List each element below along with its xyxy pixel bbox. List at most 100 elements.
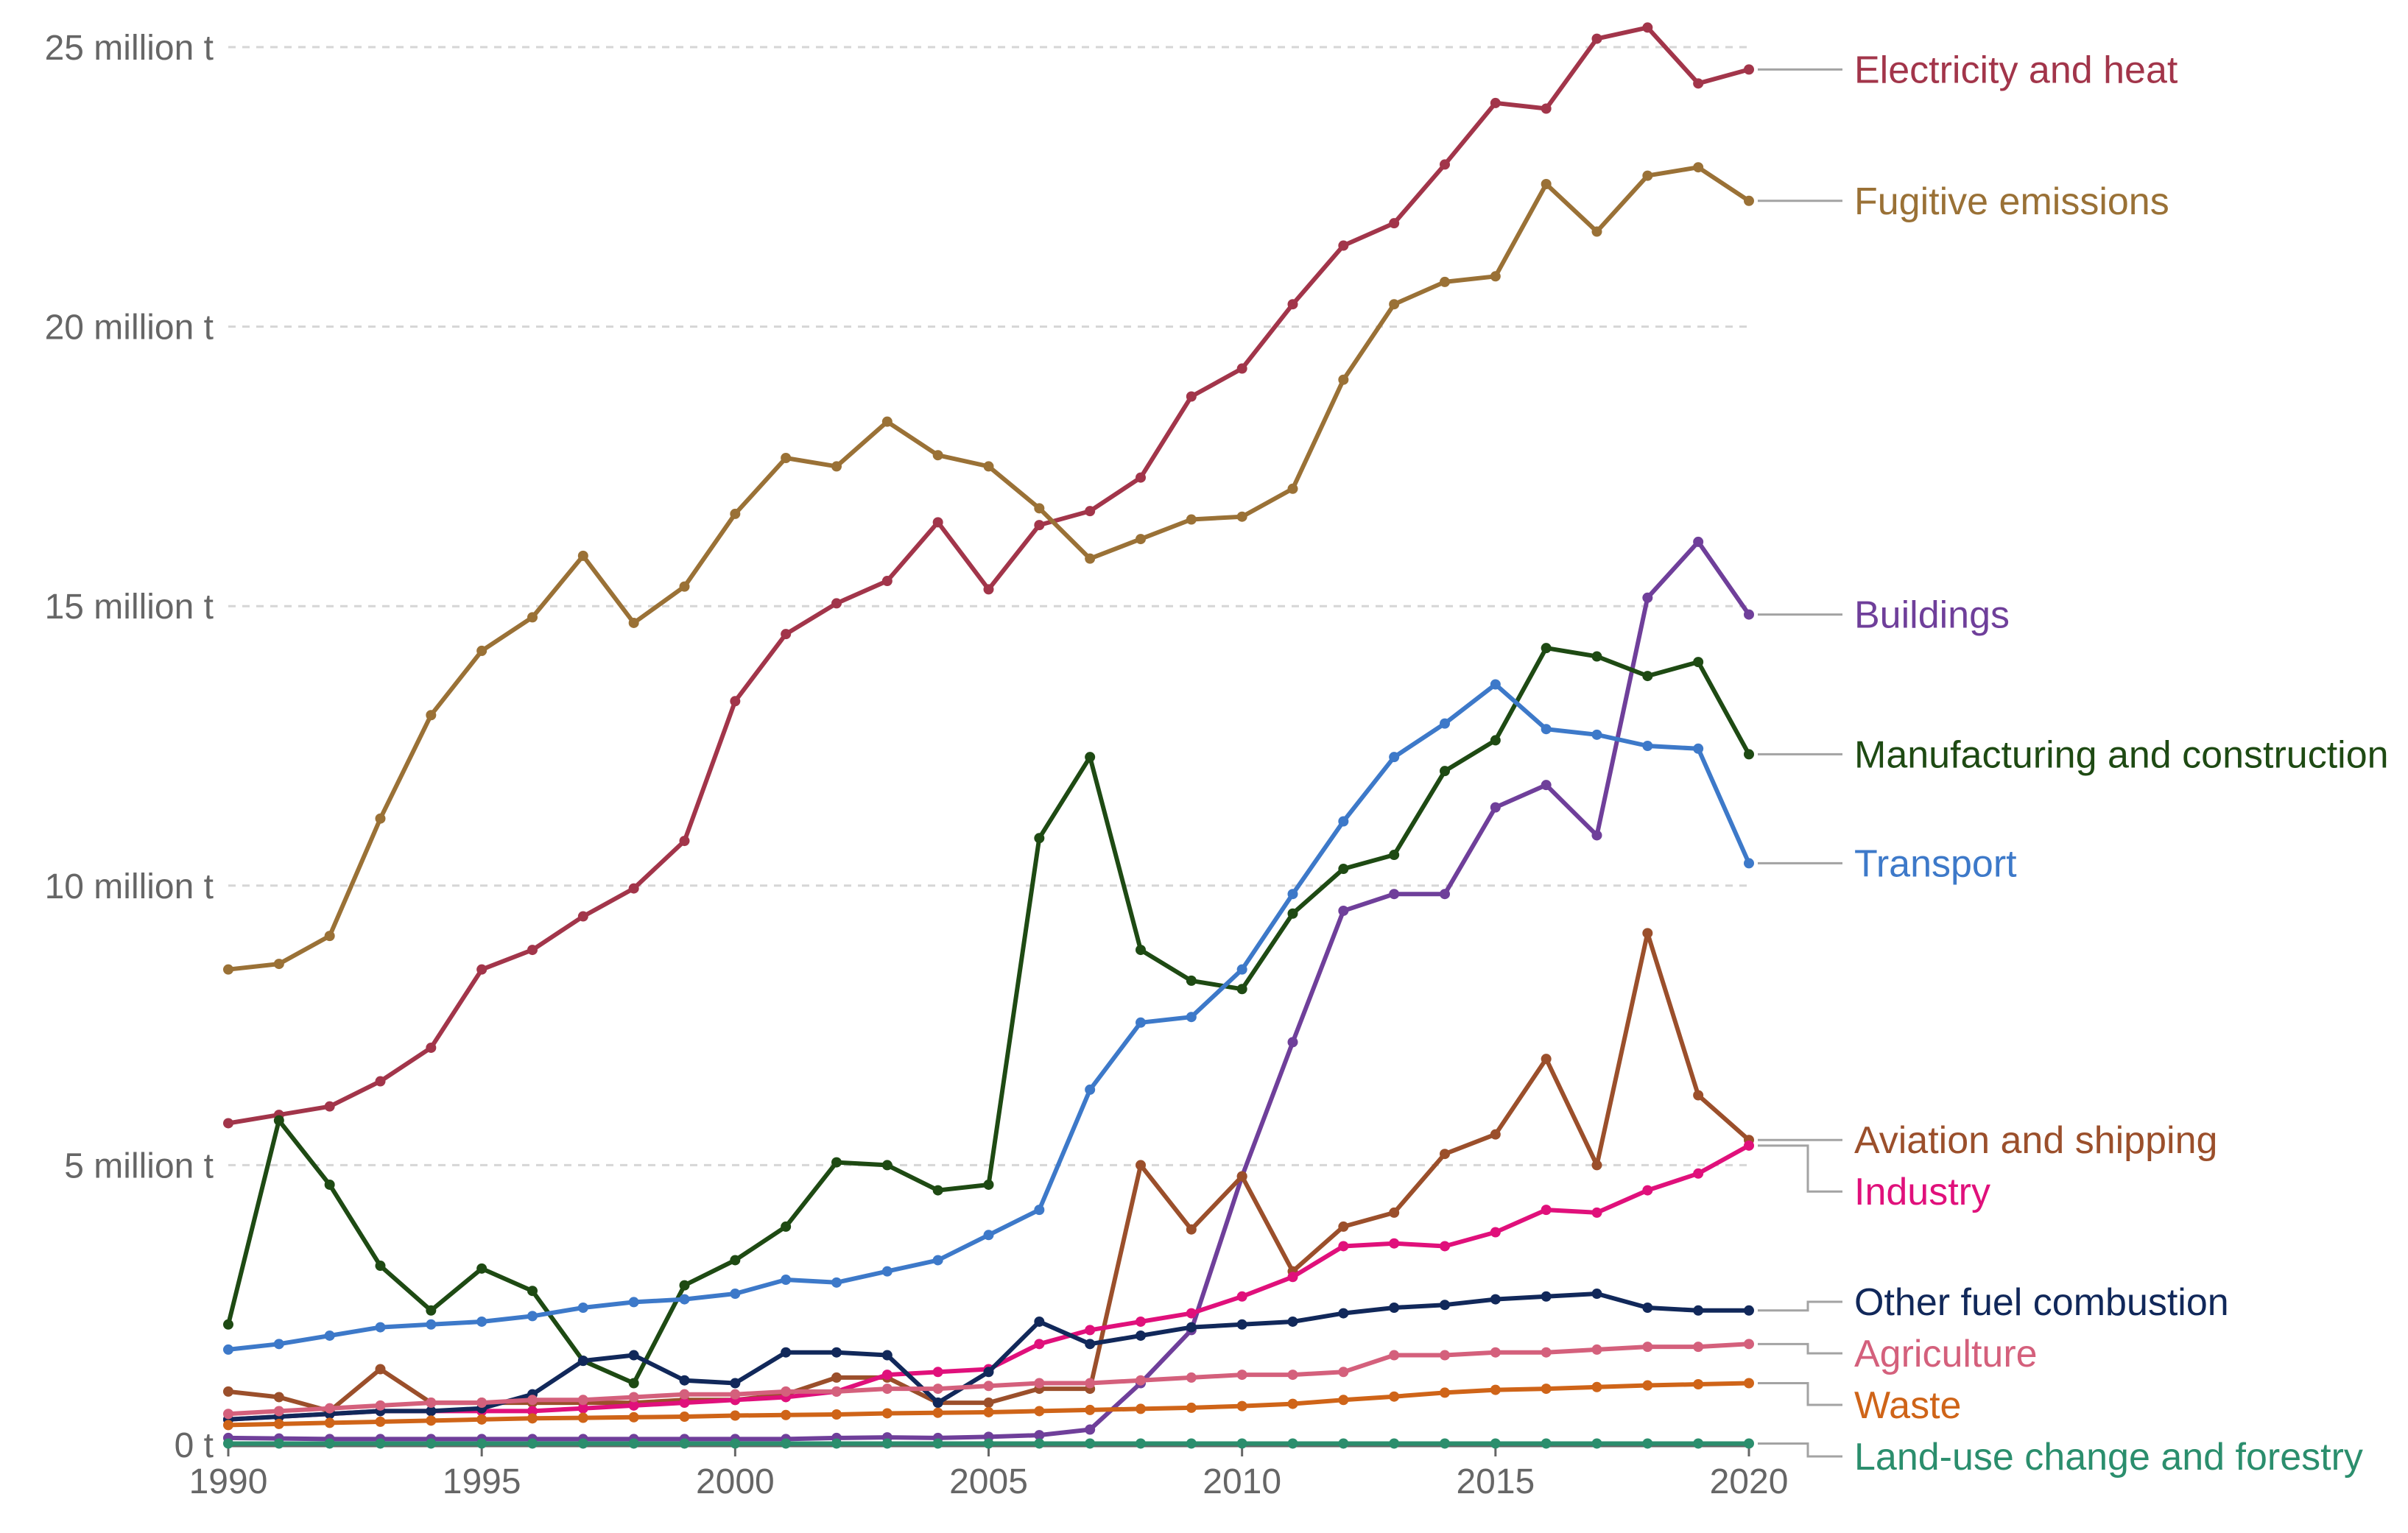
point-other-fuel-combustion-2018 xyxy=(1642,1302,1653,1313)
point-agriculture-1993 xyxy=(375,1400,386,1411)
point-industry-1996 xyxy=(527,1406,538,1417)
point-transport-1993 xyxy=(375,1322,386,1333)
point-other-fuel-combustion-1994 xyxy=(426,1406,437,1417)
point-manufacturing-and-construction-1991 xyxy=(273,1115,284,1126)
point-buildings-2017 xyxy=(1591,830,1602,841)
point-aviation-and-shipping-2019 xyxy=(1693,1090,1704,1101)
point-electricity-and-heat-1995 xyxy=(476,964,487,975)
point-manufacturing-and-construction-2009 xyxy=(1186,975,1197,986)
point-fugitive-emissions-2009 xyxy=(1186,514,1197,525)
point-transport-1996 xyxy=(527,1311,538,1322)
point-manufacturing-and-construction-1994 xyxy=(426,1305,437,1316)
point-land-use-change-and-forestry-1990 xyxy=(223,1438,233,1449)
point-other-fuel-combustion-2004 xyxy=(932,1398,943,1409)
point-agriculture-2018 xyxy=(1642,1342,1653,1353)
y-tick-label-1: 5 million t xyxy=(64,1146,214,1185)
point-industry-2004 xyxy=(932,1367,943,1378)
point-industry-2012 xyxy=(1338,1241,1349,1252)
point-industry-2007 xyxy=(1085,1325,1096,1336)
point-electricity-and-heat-2019 xyxy=(1693,78,1704,89)
point-electricity-and-heat-2014 xyxy=(1440,159,1450,170)
series-label-agriculture: Agriculture xyxy=(1854,1333,2038,1375)
point-fugitive-emissions-2015 xyxy=(1490,271,1501,282)
point-fugitive-emissions-2011 xyxy=(1287,483,1298,494)
x-axis: 1990 1995 2000 2005 2010 2015 2020 xyxy=(189,1445,1788,1501)
point-electricity-and-heat-2016 xyxy=(1541,103,1552,114)
point-waste-1997 xyxy=(577,1412,588,1423)
point-manufacturing-and-construction-2001 xyxy=(781,1221,792,1232)
point-agriculture-2004 xyxy=(932,1384,943,1395)
point-buildings-2016 xyxy=(1541,780,1552,791)
grid-layer xyxy=(228,46,1749,1166)
point-waste-2011 xyxy=(1287,1398,1298,1409)
point-land-use-change-and-forestry-2007 xyxy=(1085,1438,1096,1449)
point-manufacturing-and-construction-2007 xyxy=(1085,752,1096,763)
point-fugitive-emissions-2002 xyxy=(831,461,842,472)
series-label-transport: Transport xyxy=(1854,842,2017,885)
series-electricity-and-heat xyxy=(223,22,1754,1129)
point-fugitive-emissions-2020 xyxy=(1744,195,1754,206)
series-label-fugitive-emissions: Fugitive emissions xyxy=(1854,180,2169,223)
point-fugitive-emissions-2005 xyxy=(983,461,994,472)
point-land-use-change-and-forestry-1992 xyxy=(324,1438,335,1449)
point-electricity-and-heat-2006 xyxy=(1034,520,1045,531)
point-fugitive-emissions-1996 xyxy=(527,612,538,623)
point-fugitive-emissions-1998 xyxy=(628,617,639,628)
point-land-use-change-and-forestry-2016 xyxy=(1541,1438,1552,1449)
point-industry-2010 xyxy=(1236,1291,1247,1302)
point-industry-2018 xyxy=(1642,1185,1653,1196)
point-electricity-and-heat-1998 xyxy=(628,883,639,894)
point-waste-2002 xyxy=(831,1409,842,1420)
point-industry-1999 xyxy=(679,1398,690,1409)
point-electricity-and-heat-2004 xyxy=(932,517,943,528)
point-industry-2017 xyxy=(1591,1207,1602,1218)
point-fugitive-emissions-2016 xyxy=(1541,179,1552,190)
point-aviation-and-shipping-2012 xyxy=(1338,1221,1349,1232)
point-aviation-and-shipping-2018 xyxy=(1642,928,1653,939)
series-label-aviation-and-shipping: Aviation and shipping xyxy=(1854,1119,2217,1162)
point-transport-2015 xyxy=(1490,679,1501,690)
point-waste-2008 xyxy=(1136,1403,1146,1414)
point-land-use-change-and-forestry-2019 xyxy=(1693,1438,1704,1449)
point-waste-2014 xyxy=(1440,1387,1450,1398)
point-other-fuel-combustion-2012 xyxy=(1338,1308,1349,1319)
point-waste-2013 xyxy=(1389,1391,1400,1402)
point-land-use-change-and-forestry-2013 xyxy=(1389,1438,1400,1449)
series-line-transport xyxy=(226,682,1751,1352)
point-electricity-and-heat-2002 xyxy=(831,598,842,609)
point-manufacturing-and-construction-1996 xyxy=(527,1286,538,1297)
point-transport-2009 xyxy=(1186,1012,1197,1023)
point-other-fuel-combustion-1998 xyxy=(628,1350,639,1361)
point-waste-2009 xyxy=(1186,1402,1197,1413)
point-agriculture-2000 xyxy=(730,1389,741,1400)
point-transport-1997 xyxy=(577,1302,588,1313)
point-agriculture-2017 xyxy=(1591,1344,1602,1355)
point-industry-2020 xyxy=(1744,1140,1754,1151)
point-transport-2006 xyxy=(1034,1205,1045,1216)
point-waste-2015 xyxy=(1490,1384,1501,1395)
point-agriculture-2008 xyxy=(1136,1375,1146,1386)
point-agriculture-1999 xyxy=(679,1389,690,1400)
point-electricity-and-heat-2017 xyxy=(1591,33,1602,44)
point-agriculture-1997 xyxy=(577,1395,588,1406)
point-other-fuel-combustion-2017 xyxy=(1591,1289,1602,1300)
point-transport-1994 xyxy=(426,1319,437,1330)
point-waste-1993 xyxy=(375,1416,386,1427)
point-waste-2003 xyxy=(881,1408,893,1419)
point-agriculture-1992 xyxy=(324,1403,335,1414)
point-electricity-and-heat-2009 xyxy=(1186,391,1197,402)
point-manufacturing-and-construction-2012 xyxy=(1338,864,1349,875)
point-fugitive-emissions-2000 xyxy=(730,508,741,519)
point-agriculture-2006 xyxy=(1034,1378,1045,1389)
series-buildings xyxy=(223,536,1754,1445)
point-manufacturing-and-construction-1990 xyxy=(223,1319,233,1330)
point-agriculture-2012 xyxy=(1338,1367,1349,1378)
point-land-use-change-and-forestry-2006 xyxy=(1034,1438,1045,1449)
point-transport-1990 xyxy=(223,1344,233,1355)
point-land-use-change-and-forestry-2003 xyxy=(881,1438,893,1449)
point-land-use-change-and-forestry-2009 xyxy=(1186,1438,1197,1449)
point-agriculture-2016 xyxy=(1541,1347,1552,1358)
point-electricity-and-heat-2013 xyxy=(1389,218,1400,229)
point-other-fuel-combustion-2009 xyxy=(1186,1322,1197,1333)
